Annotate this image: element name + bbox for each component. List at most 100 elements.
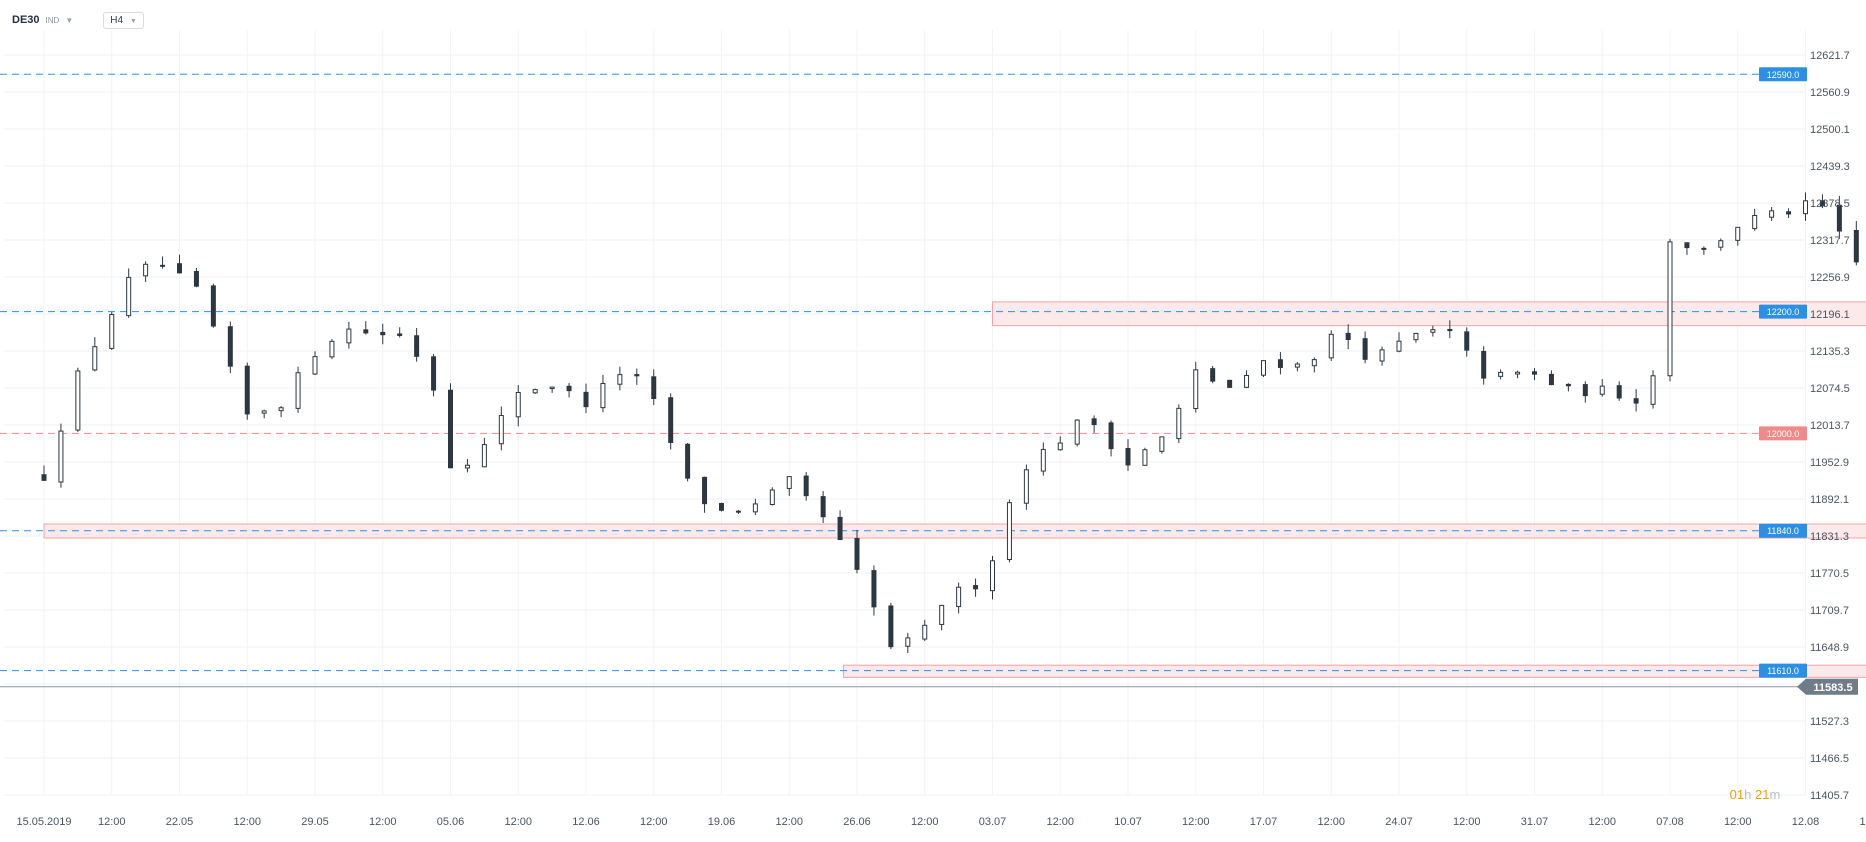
x-axis-tick-label: 12:00 <box>1317 816 1345 828</box>
candle-body <box>1397 341 1401 351</box>
countdown-part: 01 <box>1730 787 1744 802</box>
x-axis-tick-label: 07.08 <box>1656 816 1684 828</box>
y-axis-tick-label: 12560.9 <box>1810 87 1850 99</box>
candle-body <box>635 375 639 376</box>
candle-body <box>1177 408 1181 438</box>
candle-body <box>720 503 724 510</box>
candle-body <box>1058 443 1062 450</box>
candle-body <box>618 375 622 385</box>
y-axis-tick-label: 12256.9 <box>1810 272 1850 284</box>
symbol-label[interactable]: DE30 <box>12 14 40 26</box>
y-axis-tick-label: 11952.9 <box>1810 457 1849 469</box>
current-price-label: 11583.5 <box>1813 682 1852 694</box>
y-axis-tick-label: 12074.5 <box>1810 383 1850 395</box>
candle-body <box>838 517 842 539</box>
candle-body <box>567 386 571 390</box>
x-axis-tick-label: 12:00 <box>504 816 532 828</box>
candle-body <box>330 341 334 357</box>
x-axis-tick-label: 12:00 <box>1724 816 1752 828</box>
candle-body <box>753 504 757 512</box>
candle-body <box>1854 230 1858 261</box>
x-axis-tick-label: 10.07 <box>1114 816 1142 828</box>
candle-body <box>1075 420 1079 444</box>
candle-body <box>516 393 520 417</box>
candle-body <box>1041 449 1045 471</box>
timeframe-selector[interactable]: H4 ▼ <box>103 12 144 29</box>
candle-body <box>1007 503 1011 560</box>
candle-body <box>652 377 656 399</box>
chevron-down-icon[interactable]: ▼ <box>65 16 73 25</box>
x-axis-tick-label: 05.06 <box>437 816 465 828</box>
candle-body <box>974 586 978 589</box>
chevron-down-icon: ▼ <box>130 18 137 25</box>
candle-body <box>940 605 944 624</box>
candle-body <box>1566 384 1570 385</box>
x-axis-tick-label: 12:00 <box>1588 816 1616 828</box>
x-axis-tick-label: 15.05.2019 <box>16 816 71 828</box>
countdown-part: h <box>1744 787 1751 802</box>
x-axis-tick-label: 22.05 <box>166 816 194 828</box>
candle-body <box>1092 419 1096 425</box>
candle-body <box>1295 364 1299 367</box>
candle-body <box>228 327 232 366</box>
candle-body <box>991 561 995 591</box>
candle-body <box>1143 450 1147 466</box>
y-axis-tick-label: 12135.3 <box>1810 346 1850 358</box>
x-axis-tick-label: 12:00 <box>233 816 261 828</box>
candle-body <box>1024 470 1028 503</box>
candle-body <box>686 444 690 478</box>
candle-body <box>957 587 961 606</box>
candle-body <box>144 264 148 275</box>
candle-body <box>1465 332 1469 350</box>
y-axis-tick-label: 12439.3 <box>1810 161 1850 173</box>
candle-body <box>482 445 486 467</box>
candle-body <box>736 511 740 512</box>
y-axis-tick-label: 12621.7 <box>1810 50 1850 62</box>
candle-body <box>1431 330 1435 333</box>
candle-body <box>1651 376 1655 405</box>
candle-body <box>584 392 588 406</box>
candle-body <box>1668 242 1672 376</box>
candle-body <box>1194 370 1198 409</box>
candle-body <box>1753 216 1757 229</box>
y-axis-tick-label: 11770.5 <box>1810 568 1849 580</box>
candle-body <box>1245 375 1249 387</box>
price-line-label: 12000.0 <box>1767 429 1800 439</box>
candle-body <box>415 336 419 357</box>
candle-body <box>1634 399 1638 403</box>
y-axis-tick-label: 12196.1 <box>1810 309 1850 321</box>
candle-body <box>245 366 249 414</box>
candle-body <box>449 390 453 467</box>
x-axis-tick-label: 12:00 <box>98 816 126 828</box>
y-axis-tick-label: 11466.5 <box>1810 753 1849 765</box>
x-axis-tick-label: 12:00 <box>1453 816 1481 828</box>
candle-body <box>59 431 63 482</box>
x-axis-tick-label: 12:00 <box>369 816 397 828</box>
candle-body <box>1702 248 1706 249</box>
y-axis-tick-label: 11709.7 <box>1810 605 1849 617</box>
x-axis-tick-label: 12:00 <box>1046 816 1074 828</box>
candle-body <box>533 390 537 393</box>
candle-body <box>1533 372 1537 374</box>
candle-body <box>1600 386 1604 394</box>
candle-body <box>1617 386 1621 398</box>
candle-body <box>1770 211 1774 217</box>
candle-body <box>1228 380 1232 387</box>
candle-body <box>381 332 385 334</box>
candle-body <box>465 465 469 468</box>
candle-body <box>770 490 774 504</box>
y-axis-tick-label: 11405.7 <box>1810 790 1849 802</box>
price-line-label: 12200.0 <box>1767 307 1800 317</box>
x-axis-tick-label: 03.07 <box>979 816 1007 828</box>
candle-body <box>313 357 317 374</box>
y-axis-tick-label: 12013.7 <box>1810 420 1850 432</box>
candle-body <box>398 334 402 336</box>
candle-body <box>1499 372 1503 376</box>
candle-body <box>923 625 927 639</box>
instrument-type-label: IND <box>46 16 60 25</box>
candle-body <box>1312 360 1316 366</box>
candle-body <box>872 571 876 607</box>
y-axis-tick-label: 11527.3 <box>1810 716 1849 728</box>
